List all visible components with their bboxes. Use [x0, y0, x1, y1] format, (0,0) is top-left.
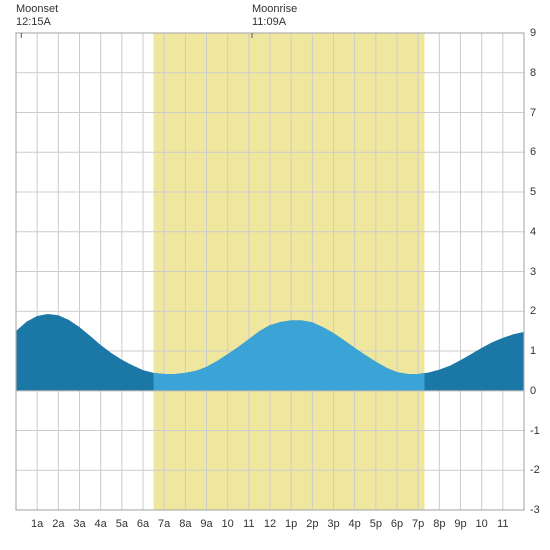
x-tick-label: 12: [264, 518, 276, 530]
y-tick-label: -3: [530, 504, 540, 516]
x-tick-label: 7a: [158, 518, 170, 530]
x-tick-label: 9a: [200, 518, 212, 530]
moonrise-label: Moonrise11:09A: [252, 3, 297, 29]
y-tick-label: 4: [530, 226, 536, 238]
x-tick-label: 7p: [412, 518, 424, 530]
x-tick-label: 5a: [116, 518, 128, 530]
y-tick-label: 1: [530, 345, 536, 357]
x-tick-label: 8a: [179, 518, 191, 530]
x-tick-label: 8p: [433, 518, 445, 530]
x-tick-label: 5p: [370, 518, 382, 530]
x-tick-label: 9p: [454, 518, 466, 530]
x-tick-label: 11: [243, 518, 254, 530]
x-tick-label: 10: [476, 518, 488, 530]
y-tick-label: 9: [530, 27, 536, 39]
x-tick-label: 3p: [327, 518, 339, 530]
x-tick-label: 6a: [137, 518, 149, 530]
y-tick-label: 6: [530, 146, 536, 158]
y-tick-label: 0: [530, 385, 536, 397]
x-tick-label: 4p: [349, 518, 361, 530]
y-tick-label: 3: [530, 266, 536, 278]
x-tick-label: 4a: [95, 518, 107, 530]
x-tick-label: 2a: [52, 518, 64, 530]
x-tick-label: 1p: [285, 518, 297, 530]
x-tick-label: 10: [222, 518, 234, 530]
moonset-label: Moonset12:15A: [16, 3, 58, 29]
tide-chart: 1a2a3a4a5a6a7a8a9a1011121p2p3p4p5p6p7p8p…: [0, 0, 550, 550]
x-tick-label: 11: [497, 518, 508, 530]
y-tick-label: -1: [530, 425, 540, 437]
y-tick-label: 7: [530, 107, 536, 119]
y-tick-label: 5: [530, 186, 536, 198]
x-tick-label: 2p: [306, 518, 318, 530]
x-tick-label: 1a: [31, 518, 43, 530]
y-tick-label: 2: [530, 305, 536, 317]
y-tick-label: -2: [530, 464, 540, 476]
y-tick-label: 8: [530, 67, 536, 79]
x-tick-label: 6p: [391, 518, 403, 530]
x-tick-label: 3a: [73, 518, 85, 530]
